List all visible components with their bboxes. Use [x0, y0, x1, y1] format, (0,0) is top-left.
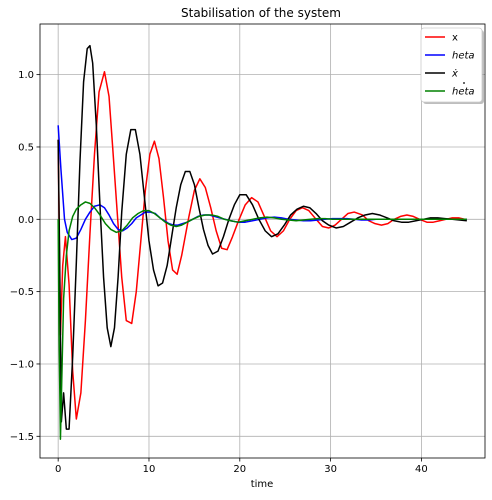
- x-tick-label: 0: [55, 464, 61, 475]
- series-line-x: [57, 70, 467, 420]
- chart-title: Stabilisation of the system: [181, 6, 341, 20]
- legend-label: heta: [452, 51, 475, 62]
- x-axis-label: time: [251, 479, 274, 490]
- plot-frame: [39, 23, 486, 459]
- legend-label: ẋ: [451, 69, 458, 80]
- x-tick-label: 30: [324, 464, 337, 475]
- y-tick-label: 0.0: [18, 215, 34, 226]
- y-tick-label: 0.5: [18, 142, 34, 153]
- series-layer: [57, 44, 467, 440]
- series-line-x-dot: [57, 44, 467, 430]
- legend-frame: [420, 27, 483, 103]
- ticks-layer: 0 10 20 30 40 −1.5 −1.0 −0.5 0.0 0.5 1.0: [10, 70, 428, 475]
- x-tick-label: 10: [143, 464, 156, 475]
- x-tick-label: 20: [233, 464, 246, 475]
- x-tick-label: 40: [415, 464, 428, 475]
- y-tick-label: −0.5: [10, 287, 34, 298]
- series-line-theta-dot: [57, 201, 467, 440]
- legend-label: heta: [452, 87, 475, 98]
- legend-items: x heta ẋ heta: [425, 33, 475, 98]
- y-tick-label: 1.0: [18, 70, 34, 81]
- legend: x heta ẋ heta: [420, 27, 484, 104]
- y-tick-label: −1.5: [10, 432, 34, 443]
- legend-overdot: [463, 82, 465, 84]
- y-tick-label: −1.0: [10, 359, 34, 370]
- legend-label: x: [452, 33, 458, 44]
